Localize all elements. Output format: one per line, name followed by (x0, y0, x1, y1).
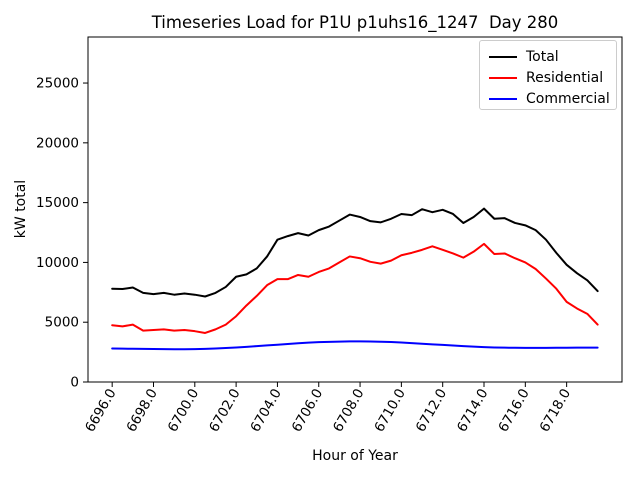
series-line-commercial (111, 340, 599, 351)
legend-line-sample-residential (489, 76, 517, 79)
y-tick-label: 20000 (36, 135, 79, 151)
y-tick-label: 0 (70, 375, 79, 391)
legend-line-sample-total (489, 55, 517, 58)
x-tick-label: 6700.0 (165, 386, 202, 435)
legend-entry-commercial: Commercial (489, 88, 610, 109)
x-axis-label: Hour of Year (312, 448, 398, 464)
y-tick-label: 25000 (36, 76, 79, 92)
axes-spines (87, 36, 623, 383)
x-tick-label: 6696.0 (82, 386, 119, 435)
y-tick-label: 15000 (36, 195, 79, 211)
legend-entry-total: Total (489, 46, 608, 67)
x-tick-label: 6706.0 (289, 386, 326, 435)
x-tick-label: 6714.0 (454, 386, 491, 435)
x-tick-label: 6716.0 (495, 386, 532, 435)
legend-line-sample-commercial (489, 97, 517, 100)
legend-label-residential: Residential (526, 69, 604, 86)
legend-entry-residential: Residential (489, 67, 608, 88)
series-line-total (111, 207, 599, 298)
x-tick-label: 6698.0 (123, 386, 160, 435)
series-line-residential (111, 242, 599, 334)
x-tick-label: 6708.0 (330, 386, 367, 435)
legend-label-total: Total (526, 48, 559, 65)
y-axis-label: kW total (13, 179, 29, 239)
y-tick-label: 5000 (45, 315, 79, 331)
legend-label-commercial: Commercial (526, 90, 610, 107)
chart-title: Timeseries Load for P1U p1uhs16_1247 Day… (151, 13, 559, 32)
y-tick-label: 10000 (36, 255, 79, 271)
x-tick-label: 6704.0 (247, 386, 284, 435)
x-tick-label: 6702.0 (206, 386, 243, 435)
x-tick-label: 6710.0 (371, 386, 408, 435)
x-tick-label: 6718.0 (537, 386, 574, 435)
legend: Total Residential Commercial (479, 40, 617, 110)
x-tick-label: 6712.0 (413, 386, 450, 435)
